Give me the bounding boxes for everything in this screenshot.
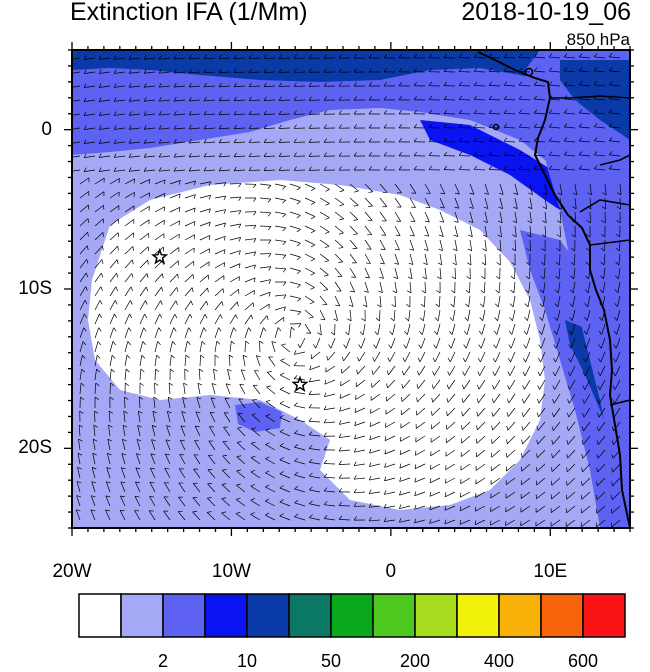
colorbar-label: 50 — [301, 650, 361, 672]
colorbar — [79, 594, 625, 637]
colorbar-swatch — [79, 594, 121, 637]
colorbar-swatch — [205, 594, 247, 637]
colorbar-swatch — [163, 594, 205, 637]
colorbar-label: 200 — [385, 650, 445, 672]
colorbar-swatch — [499, 594, 541, 637]
colorbar-swatch — [541, 594, 583, 637]
colorbar-swatch — [415, 594, 457, 637]
wind-barb-feather — [69, 154, 71, 158]
colorbar-swatch — [457, 594, 499, 637]
x-tick-label: 10W — [196, 561, 266, 583]
colorbar-label: 2 — [133, 650, 193, 672]
wind-barb-feather — [69, 56, 71, 60]
x-tick-label: 20W — [37, 561, 107, 583]
colorbar-swatch — [247, 594, 289, 637]
colorbar-swatch — [583, 594, 625, 637]
y-tick-label: 10S — [0, 278, 52, 300]
x-tick-label: 0 — [356, 561, 426, 583]
colorbar-label: 400 — [469, 650, 529, 672]
colorbar-swatch — [373, 594, 415, 637]
y-tick-label: 0 — [0, 119, 52, 141]
x-tick-label: 10E — [515, 561, 585, 583]
colorbar-label: 600 — [553, 650, 613, 672]
colorbar-label: 10 — [217, 650, 277, 672]
wind-barb-feather — [69, 168, 71, 172]
extinction-field — [69, 50, 630, 528]
y-tick-label: 20S — [0, 437, 52, 459]
colorbar-swatch — [121, 594, 163, 637]
colorbar-swatch — [289, 594, 331, 637]
wind-barb-feather — [611, 509, 612, 513]
wind-barb-feather — [69, 84, 71, 88]
colorbar-swatch — [331, 594, 373, 637]
wind-barb-feather — [69, 70, 71, 74]
wind-barb-feather — [69, 140, 71, 144]
